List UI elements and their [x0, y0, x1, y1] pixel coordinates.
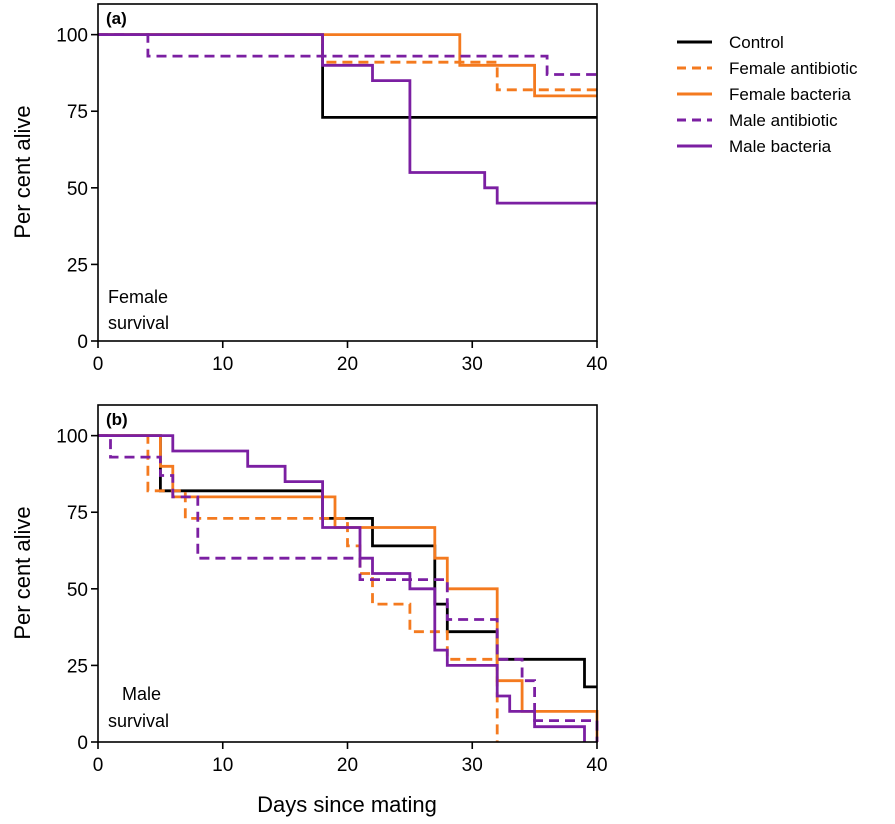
legend-item-female-bacteria: Female bacteria	[677, 85, 851, 104]
panel-a-annotation-line2: survival	[108, 313, 169, 333]
legend-item-female-antibiotic: Female antibiotic	[677, 59, 858, 78]
panel-b-annotation-line1: Male	[122, 684, 161, 704]
panel-a-label: (a)	[106, 9, 127, 28]
legend-label-female-bacteria: Female bacteria	[729, 85, 851, 104]
panel-a-x-tick-label: 40	[586, 354, 607, 375]
panel-b-y-tick-label: 100	[56, 427, 88, 448]
panel-a-y-tick-label: 75	[67, 102, 88, 123]
panel-a-x-tick-label: 30	[462, 354, 483, 375]
panel-a-x-tick-label: 20	[337, 354, 358, 375]
legend-item-male-bacteria: Male bacteria	[677, 137, 832, 156]
panel-b-y-tick-label: 75	[67, 503, 88, 524]
panel-a-y-tick-label: 25	[67, 255, 88, 276]
panel-b-series-female-bacteria	[98, 434, 599, 742]
panel-b-male-survival: 0 10 20 30 40 0 25 50 75 100 (b) Male survival Pe…	[10, 404, 608, 817]
panel-a-series-group	[98, 33, 597, 205]
panel-b-x-tick-label: 40	[586, 755, 607, 776]
panel-b-series-control	[98, 434, 597, 689]
panel-b-x-tick-label: 20	[337, 755, 358, 776]
legend: Control Female antibiotic Female bacteria M…	[677, 33, 858, 156]
panel-a-series-female-bacteria	[98, 33, 597, 98]
panel-a-series-control	[98, 33, 597, 119]
panel-b-x-tick-label: 0	[93, 755, 104, 776]
panel-b-label: (b)	[106, 410, 128, 429]
legend-label-control: Control	[729, 33, 784, 52]
x-axis-label: Days since mating	[257, 792, 437, 817]
legend-label-male-bacteria: Male bacteria	[729, 137, 832, 156]
panel-a-y-tick-label: 50	[67, 179, 88, 200]
panel-a-ticks: 0 10 20 30 40 0 25 50 75 100	[56, 26, 607, 375]
panel-a-annotation-line1: Female	[108, 287, 168, 307]
panel-a-series-male-bacteria	[98, 33, 597, 205]
panel-b-series-group	[98, 434, 599, 742]
panel-b-series-male-bacteria	[98, 434, 586, 742]
panel-b-x-tick-label: 10	[212, 755, 233, 776]
legend-item-control: Control	[677, 33, 784, 52]
panel-a-series-female-antibiotic	[98, 33, 597, 92]
panel-a-y-tick-label: 0	[77, 332, 88, 353]
panel-b-y-tick-label: 0	[77, 733, 88, 754]
panel-a-x-tick-label: 0	[93, 354, 104, 375]
panel-a-series-male-antibiotic	[98, 33, 597, 76]
legend-item-male-antibiotic: Male antibiotic	[677, 111, 838, 130]
panel-a-y-axis-label: Per cent alive	[10, 105, 35, 238]
panel-a-x-tick-label: 10	[212, 354, 233, 375]
panel-b-y-axis-label: Per cent alive	[10, 506, 35, 639]
panel-b-x-tick-label: 30	[462, 755, 483, 776]
panel-b-annotation-line2: survival	[108, 711, 169, 731]
panel-b-y-tick-label: 25	[67, 656, 88, 677]
panel-a-y-tick-label: 100	[56, 26, 88, 47]
panel-b-y-tick-label: 50	[67, 580, 88, 601]
panel-b-series-male-antibiotic	[98, 434, 599, 742]
legend-label-male-antibiotic: Male antibiotic	[729, 111, 838, 130]
panel-a-frame	[97, 3, 598, 342]
panel-b-ticks: 0 10 20 30 40 0 25 50 75 100	[56, 427, 607, 776]
legend-label-female-antibiotic: Female antibiotic	[729, 59, 858, 78]
